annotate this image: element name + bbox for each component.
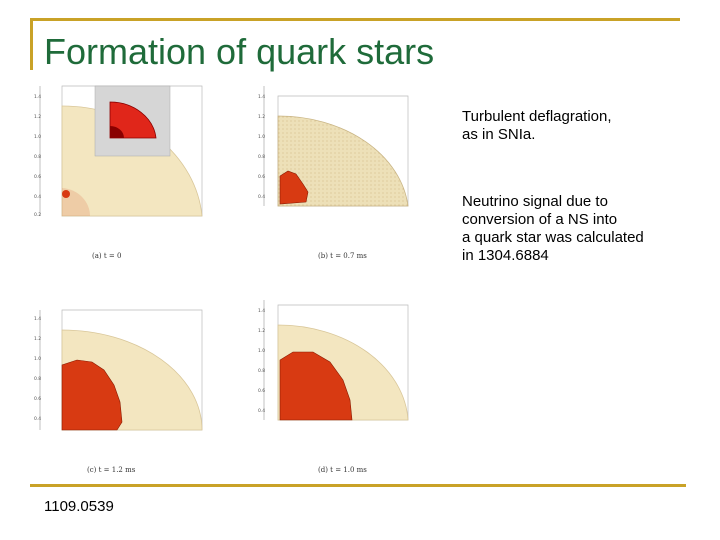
svg-text:1.4: 1.4: [258, 94, 265, 100]
svg-text:0.4: 0.4: [34, 416, 41, 422]
figure-panel-c: 1.4 1.2 1.0 0.8 0.6 0.4 (c) t = 1.2 ms: [32, 290, 212, 480]
text-line: in 1304.6884: [462, 247, 549, 264]
svg-text:0.8: 0.8: [34, 376, 41, 382]
svg-text:0.2: 0.2: [34, 212, 41, 218]
svg-text:0.8: 0.8: [34, 154, 41, 160]
text-line: a quark star was calculated: [462, 229, 644, 246]
citation-label: 1109.0539: [44, 498, 114, 515]
panel-b-caption: (b) t = 0.7 ms: [318, 252, 367, 260]
slide-title: Formation of quark stars: [44, 31, 435, 72]
svg-text:0.4: 0.4: [258, 408, 265, 414]
svg-text:0.4: 0.4: [258, 194, 265, 200]
svg-text:0.4: 0.4: [34, 194, 41, 200]
svg-text:1.0: 1.0: [258, 134, 265, 140]
frame-bottom-rule: [30, 484, 686, 487]
text-line: Neutrino signal due to: [462, 193, 608, 210]
svg-text:0.6: 0.6: [258, 174, 265, 180]
panel-d-plot: 1.4 1.2 1.0 0.8 0.6 0.4: [258, 300, 409, 421]
text-block-deflagration: Turbulent deflagration, as in SNIa.: [462, 108, 612, 144]
figure-panel-b: 1.4 1.2 1.0 0.8 0.6 0.4 (b) t = 0.7 ms: [258, 76, 418, 266]
svg-text:1.0: 1.0: [34, 356, 41, 362]
panel-a-plot: 1.4 1.2 1.0 0.8 0.6 0.4 0.2: [34, 85, 203, 218]
figure-panel-a: 1.4 1.2 1.0 0.8 0.6 0.4 0.2 (a) t = 0: [32, 76, 212, 266]
svg-text:1.4: 1.4: [34, 316, 41, 322]
svg-text:1.2: 1.2: [34, 114, 41, 120]
svg-text:0.6: 0.6: [34, 396, 41, 402]
panel-c-caption: (c) t = 1.2 ms: [87, 466, 136, 474]
panel-a-caption: (a) t = 0: [92, 252, 122, 260]
text-line: as in SNIa.: [462, 126, 536, 143]
svg-text:1.4: 1.4: [258, 308, 265, 314]
frame-top-rule: [30, 18, 680, 21]
svg-text:1.2: 1.2: [258, 328, 265, 334]
text-line: conversion of a NS into: [462, 211, 618, 228]
panel-c-plot: 1.4 1.2 1.0 0.8 0.6 0.4: [34, 309, 203, 431]
svg-text:1.2: 1.2: [258, 114, 265, 120]
svg-text:0.6: 0.6: [34, 174, 41, 180]
svg-text:1.0: 1.0: [34, 134, 41, 140]
text-line: Turbulent deflagration,: [462, 108, 612, 125]
svg-text:1.0: 1.0: [258, 348, 265, 354]
svg-text:1.2: 1.2: [34, 336, 41, 342]
panel-d-caption: (d) t = 1.0 ms: [318, 466, 367, 474]
frame-left-rule: [30, 18, 33, 70]
svg-text:0.8: 0.8: [258, 154, 265, 160]
svg-text:0.8: 0.8: [258, 368, 265, 374]
text-block-neutrino: Neutrino signal due to conversion of a N…: [462, 193, 644, 265]
panel-b-plot: 1.4 1.2 1.0 0.8 0.6 0.4: [258, 86, 409, 207]
figure-panel-d: 1.4 1.2 1.0 0.8 0.6 0.4 (d) t = 1.0 ms: [258, 290, 418, 480]
svg-text:1.4: 1.4: [34, 94, 41, 100]
svg-text:0.6: 0.6: [258, 388, 265, 394]
